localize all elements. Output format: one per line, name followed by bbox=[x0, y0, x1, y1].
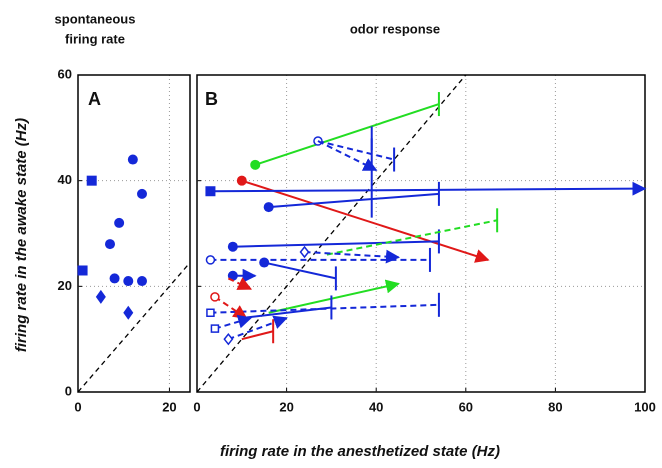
start-point bbox=[299, 245, 310, 259]
point bbox=[114, 217, 125, 228]
panel-title: odor response bbox=[350, 21, 440, 36]
start-point bbox=[210, 292, 220, 302]
identity-line bbox=[77, 262, 191, 393]
response-arrow bbox=[232, 240, 439, 248]
y-tick-label: 60 bbox=[58, 66, 72, 81]
start-point bbox=[205, 186, 216, 197]
point bbox=[86, 175, 97, 186]
response-arrow bbox=[254, 103, 440, 166]
start-point bbox=[223, 332, 234, 346]
point bbox=[123, 276, 134, 287]
start-point bbox=[205, 255, 216, 265]
x-tick-label: 20 bbox=[162, 399, 176, 414]
x-tick-label: 40 bbox=[369, 399, 383, 414]
x-axis-label: firing rate in the anesthetized state (H… bbox=[220, 443, 500, 460]
point bbox=[109, 273, 120, 284]
response-arrow bbox=[268, 192, 439, 209]
point bbox=[95, 289, 106, 304]
panel-letter: A bbox=[88, 89, 101, 109]
response-arrow bbox=[241, 179, 490, 263]
start-point bbox=[263, 202, 274, 213]
point bbox=[123, 305, 134, 320]
start-point bbox=[227, 241, 238, 252]
response-arrow bbox=[263, 261, 337, 280]
response-arrow bbox=[214, 296, 248, 319]
x-tick-label: 0 bbox=[193, 399, 200, 414]
y-tick-label: 20 bbox=[58, 278, 72, 293]
response-arrow bbox=[326, 219, 498, 256]
response-arrow bbox=[317, 140, 378, 171]
point bbox=[137, 276, 147, 287]
plot-frame bbox=[196, 74, 646, 393]
panel-title: spontaneous bbox=[55, 11, 136, 26]
point bbox=[127, 154, 138, 165]
response-arrow bbox=[304, 249, 400, 264]
start-point bbox=[250, 159, 261, 170]
y-tick-label: 40 bbox=[58, 172, 72, 187]
x-tick-label: 0 bbox=[74, 399, 81, 414]
y-axis-label: firing rate in the awake state (Hz) bbox=[13, 118, 30, 352]
panel-title: firing rate bbox=[65, 31, 125, 46]
x-tick-label: 80 bbox=[548, 399, 562, 414]
response-arrow bbox=[241, 330, 274, 341]
response-arrow bbox=[241, 306, 332, 320]
start-point bbox=[259, 257, 270, 268]
response-arrow bbox=[214, 314, 253, 330]
identity-line bbox=[196, 74, 467, 393]
response-arrow bbox=[227, 277, 253, 290]
x-tick-label: 100 bbox=[634, 399, 656, 414]
y-tick-label: 0 bbox=[65, 383, 72, 398]
response-arrow bbox=[210, 181, 647, 196]
start-point bbox=[236, 175, 247, 186]
response-arrow bbox=[228, 315, 288, 341]
response-arrow bbox=[317, 140, 395, 161]
x-tick-label: 60 bbox=[459, 399, 473, 414]
response-arrow bbox=[268, 279, 400, 314]
point bbox=[105, 239, 115, 250]
x-tick-label: 20 bbox=[279, 399, 293, 414]
panel-letter: B bbox=[205, 89, 218, 109]
start-point bbox=[206, 308, 215, 317]
plot-frame bbox=[77, 74, 191, 393]
point bbox=[77, 265, 88, 276]
point bbox=[137, 188, 147, 199]
start-point bbox=[210, 324, 220, 333]
